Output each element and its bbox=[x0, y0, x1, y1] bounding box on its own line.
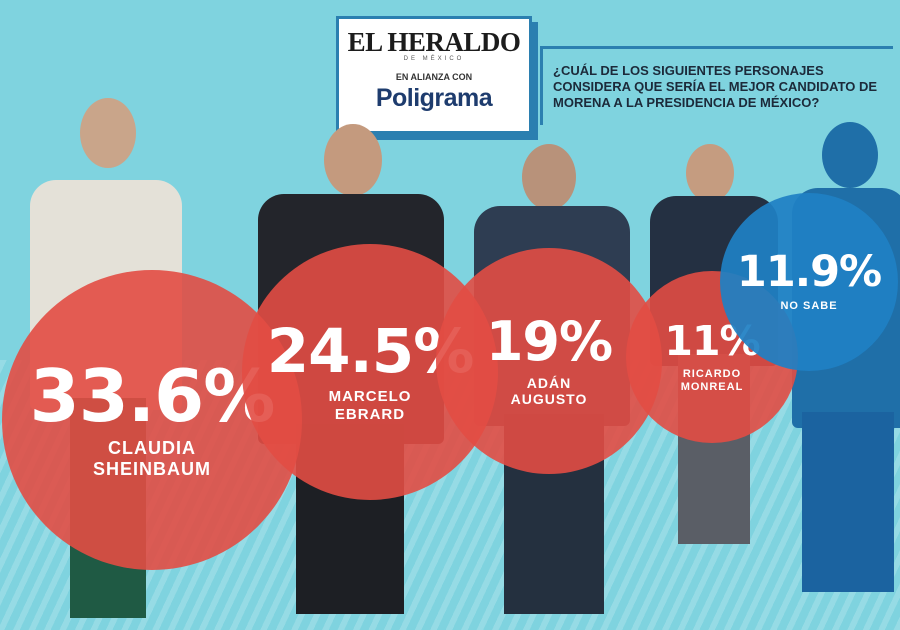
candidate-name-ricardo: RICARDO MONREAL bbox=[681, 368, 744, 393]
candidate-name-adan: ADÁN AUGUSTO bbox=[511, 375, 588, 407]
bubble-no-sabe: 11.9% NO SABE bbox=[720, 193, 898, 371]
value-label-no-sabe: 11.9% bbox=[736, 247, 882, 298]
brand-title: EL HERALDO bbox=[347, 27, 521, 57]
value-label-claudia: 33.6% bbox=[29, 354, 276, 439]
answer-name-no-sabe: NO SABE bbox=[780, 300, 837, 313]
name-line-marcelo-1: MARCELO bbox=[328, 388, 412, 406]
name-line-adan-1: ADÁN bbox=[526, 374, 572, 391]
partner-logo: Poligrama bbox=[375, 84, 493, 112]
name-line-no-sabe: NO SABE bbox=[780, 300, 838, 313]
candidate-name-claudia: CLAUDIA SHEINBAUM bbox=[93, 438, 211, 479]
name-line-ricardo-2: MONREAL bbox=[680, 380, 744, 393]
question-panel: ¿CUÁL DE LOS SIGUIENTES PERSONAJES CONSI… bbox=[540, 46, 893, 125]
name-line-claudia-1: CLAUDIA bbox=[107, 438, 196, 459]
name-line-marcelo-2: EBRARD bbox=[334, 405, 406, 423]
survey-question: ¿CUÁL DE LOS SIGUIENTES PERSONAJES CONSI… bbox=[553, 63, 878, 110]
alliance-text: EN ALIANZA CON bbox=[395, 72, 473, 82]
bubble-adan-augusto: 19% ADÁN AUGUSTO bbox=[436, 248, 662, 474]
name-line-adan-2: AUGUSTO bbox=[510, 391, 588, 407]
candidate-name-marcelo: MARCELO EBRARD bbox=[329, 388, 412, 423]
brand-subtitle: DE MÉXICO bbox=[403, 56, 465, 62]
name-line-ricardo-1: RICARDO bbox=[682, 367, 742, 380]
value-label-adan: 19% bbox=[485, 309, 613, 373]
name-line-claudia-2: SHEINBAUM bbox=[92, 459, 211, 479]
publisher-logo: EL HERALDO DE MÉXICO EN ALIANZA CON Poli… bbox=[336, 16, 532, 134]
